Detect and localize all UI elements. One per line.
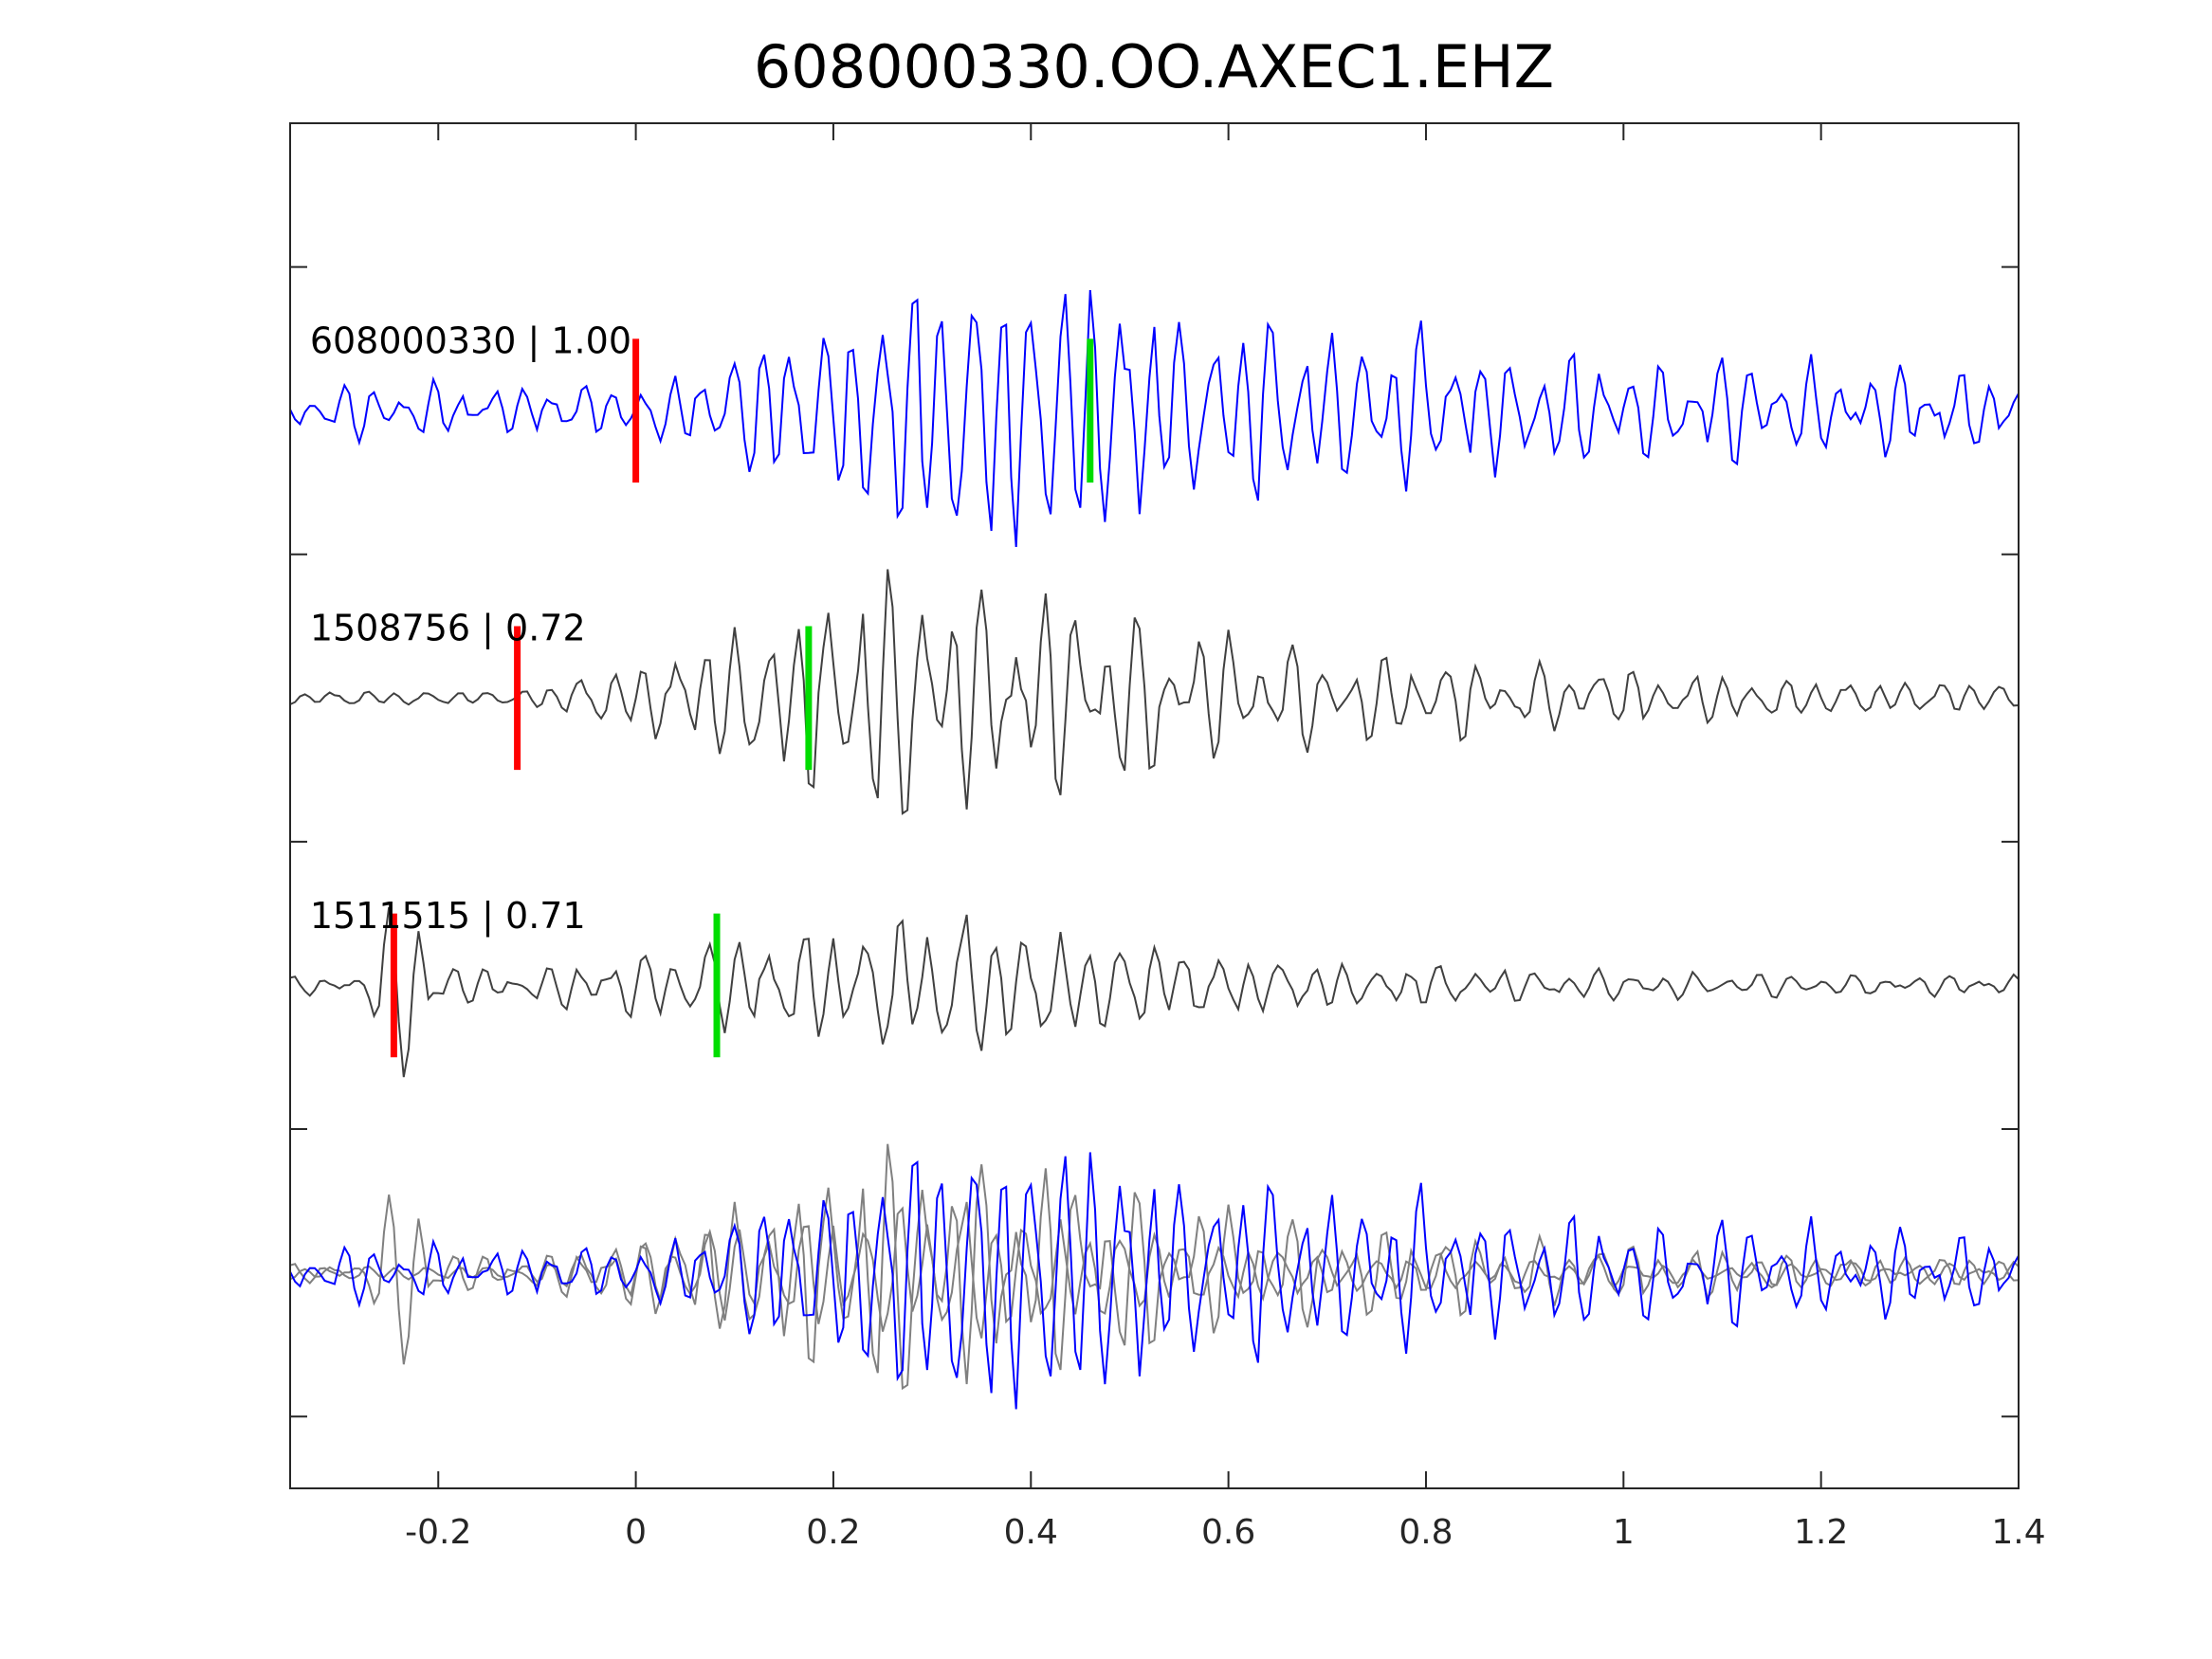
x-tick-label: -0.2: [405, 1513, 471, 1552]
trace-1511515: [289, 906, 2020, 1078]
x-tick-label: 0: [625, 1513, 647, 1552]
x-tick-label: 1.4: [1991, 1513, 2045, 1552]
x-tick-label: 0.4: [1004, 1513, 1058, 1552]
x-tick-label: 1.2: [1794, 1513, 1848, 1552]
traces-layer: 608000330 | 1.00 1508756 | 0.72 1511515 | …: [289, 290, 2020, 1410]
chart-title: 608000330.OO.AXEC1.EHZ: [754, 32, 1554, 101]
trace-1508756: [289, 569, 2020, 815]
plot-area-frame: [289, 122, 2020, 1489]
trace-label: 1508756 | 0.72: [310, 608, 586, 650]
x-tick-label: 1: [1613, 1513, 1635, 1552]
trace-608000330: [289, 290, 2020, 547]
trace-label: 608000330 | 1.00: [310, 320, 631, 363]
x-tick-label: 0.2: [806, 1513, 860, 1552]
trace-label: 1511515 | 0.71: [310, 895, 586, 938]
stack-trace-1508756: [289, 1143, 2020, 1391]
stack-trace-608000330: [289, 1152, 2020, 1410]
x-tick-label: 0.8: [1398, 1513, 1453, 1552]
axis-ticks: -0.2 0 0.2 0.4 0.6 0.8 1 1.2 1.4: [290, 123, 2046, 1552]
x-tick-label: 0.6: [1201, 1513, 1255, 1552]
stack-trace-1511515: [289, 1194, 2020, 1365]
